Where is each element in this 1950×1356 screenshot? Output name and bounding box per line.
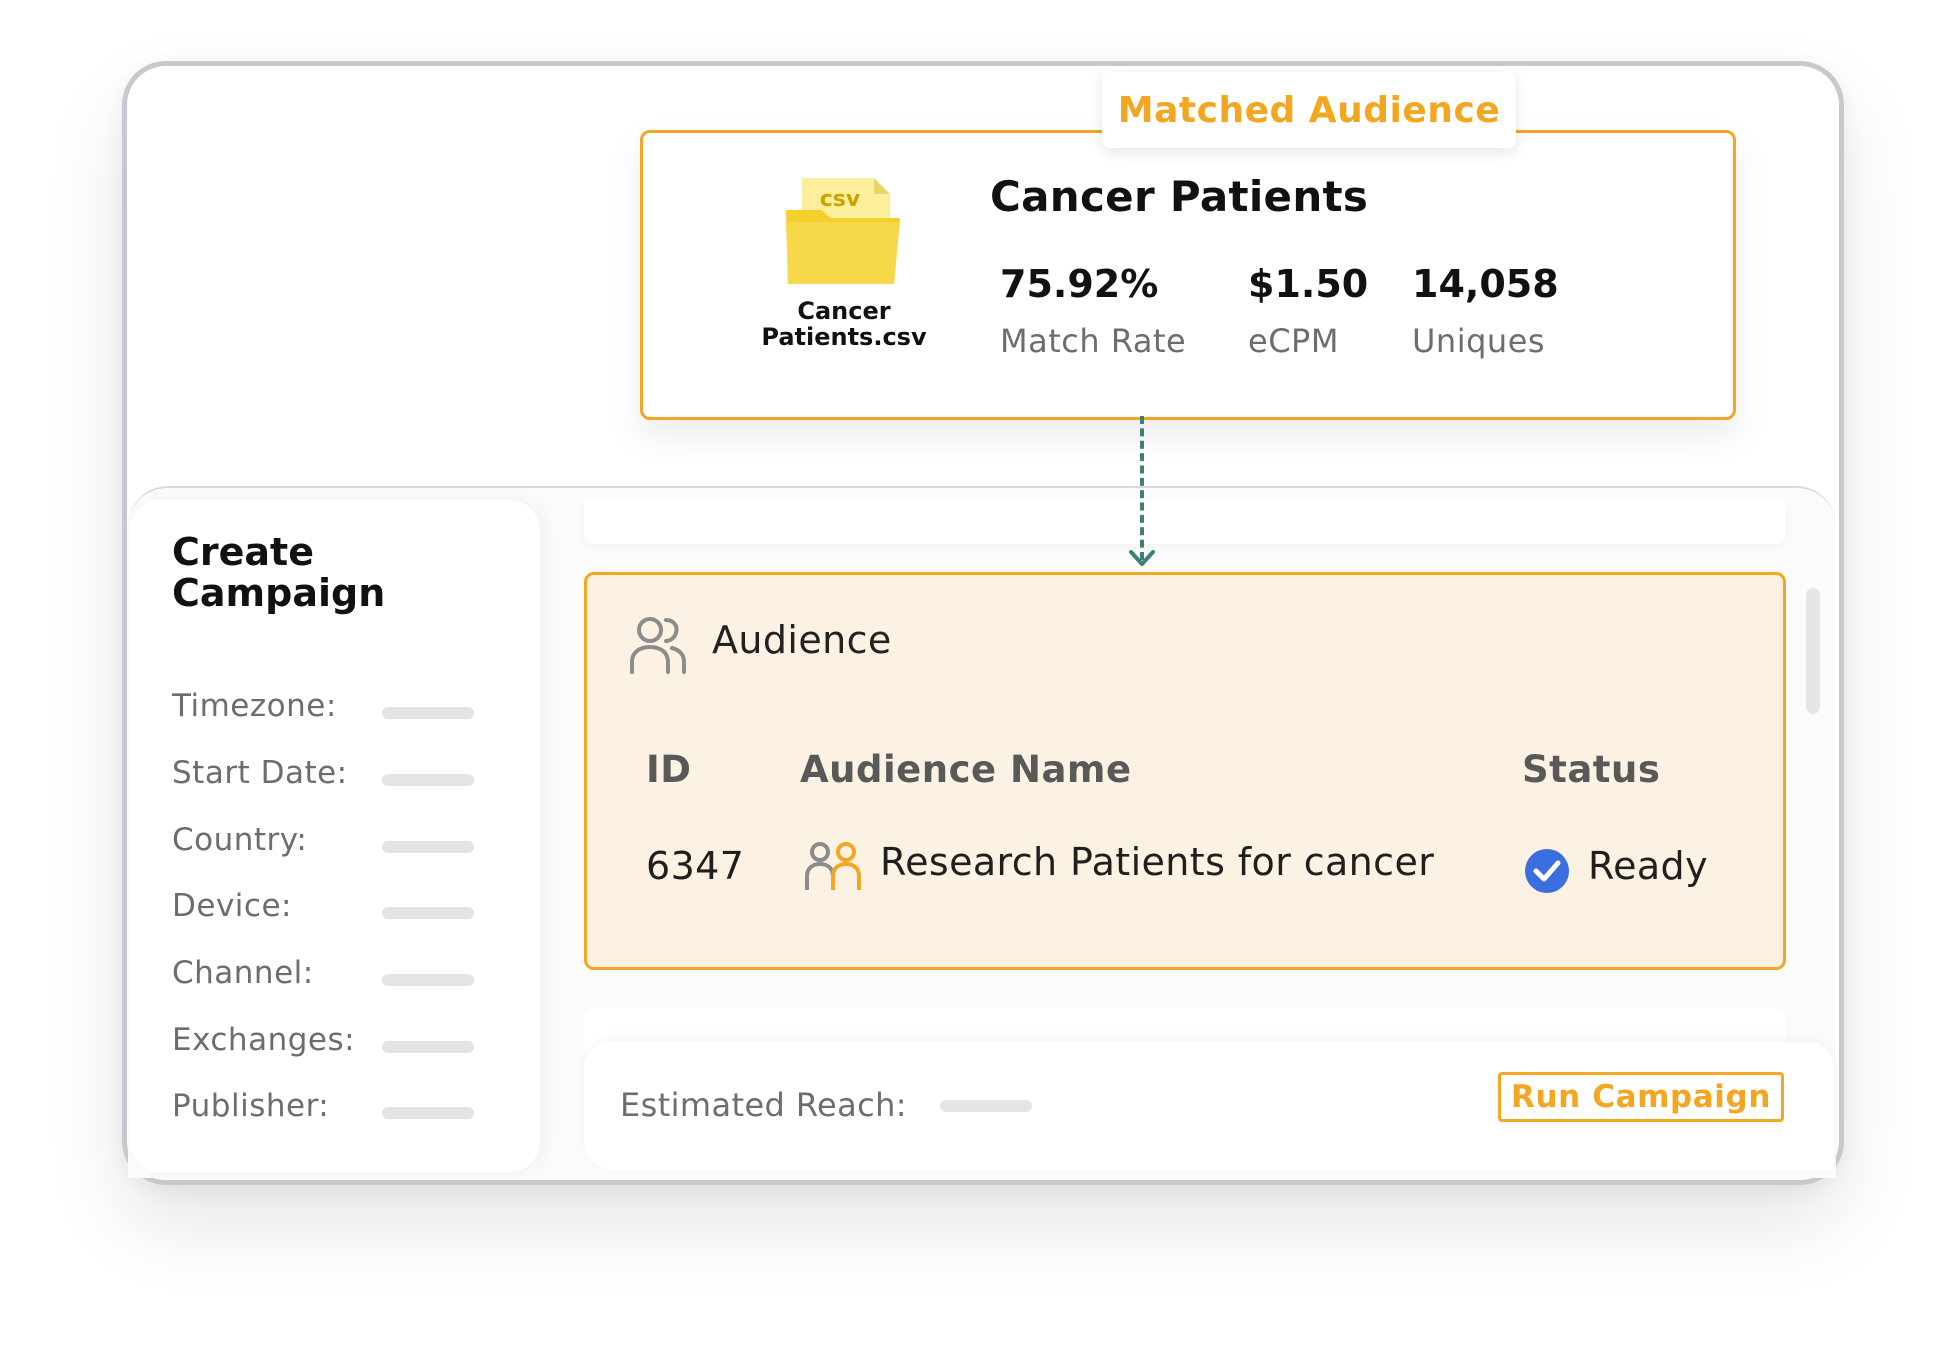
field-device[interactable]: Device: — [172, 888, 492, 928]
field-label-country: Country: — [172, 822, 308, 858]
collapsed-section-top — [584, 500, 1786, 544]
status-ready-cell: Ready — [1588, 844, 1708, 888]
scrollbar[interactable] — [1806, 588, 1820, 714]
field-timezone[interactable]: Timezone: — [172, 688, 492, 728]
csv-file-name: Cancer Patients.csv — [742, 298, 946, 350]
people-icon — [804, 840, 862, 892]
field-label-timezone: Timezone: — [172, 688, 337, 724]
csv-folder-icon: csv — [782, 170, 906, 288]
ecpm-label: eCPM — [1248, 322, 1339, 360]
field-label-device: Device: — [172, 888, 292, 924]
create-campaign-title: Create Campaign — [172, 532, 472, 614]
field-value-placeholder[interactable] — [382, 1107, 474, 1119]
csv-badge-text: csv — [820, 187, 861, 212]
estimated-reach-label: Estimated Reach: — [620, 1086, 907, 1124]
create-campaign-title-line1: Create — [172, 530, 314, 574]
audience-id-cell: 6347 — [646, 844, 745, 888]
field-value-placeholder[interactable] — [382, 1041, 474, 1053]
field-value-placeholder[interactable] — [382, 974, 474, 986]
audience-title: Cancer Patients — [990, 172, 1369, 221]
field-label-start-date: Start Date: — [172, 755, 348, 791]
field-channel[interactable]: Channel: — [172, 955, 492, 995]
field-value-placeholder[interactable] — [382, 707, 474, 719]
csv-file-name-line1: Cancer — [797, 297, 891, 325]
connector-line — [1140, 416, 1144, 560]
matched-audience-tab[interactable]: Matched Audience — [1102, 72, 1516, 148]
column-header-id[interactable]: ID — [646, 748, 692, 791]
field-value-placeholder[interactable] — [382, 841, 474, 853]
run-campaign-button[interactable]: Run Campaign — [1498, 1072, 1784, 1122]
field-label-exchanges: Exchanges: — [172, 1022, 356, 1058]
audience-name-cell: Research Patients for cancer — [880, 840, 1435, 884]
audience-section — [584, 572, 1786, 970]
match-rate-value: 75.92% — [1000, 262, 1159, 306]
column-header-audience-name[interactable]: Audience Name — [800, 748, 1132, 791]
create-campaign-title-line2: Campaign — [172, 571, 386, 615]
field-value-placeholder[interactable] — [382, 774, 474, 786]
ecpm-value: $1.50 — [1248, 262, 1369, 306]
estimated-reach-placeholder — [940, 1100, 1032, 1112]
column-header-status[interactable]: Status — [1522, 748, 1661, 791]
field-country[interactable]: Country: — [172, 822, 492, 862]
field-label-channel: Channel: — [172, 955, 314, 991]
csv-file-name-line2: Patients.csv — [761, 323, 927, 351]
uniques-label: Uniques — [1412, 322, 1546, 360]
field-start-date[interactable]: Start Date: — [172, 755, 492, 795]
match-rate-label: Match Rate — [1000, 322, 1187, 360]
audience-heading: Audience — [712, 618, 892, 662]
field-publisher[interactable]: Publisher: — [172, 1088, 492, 1128]
users-icon — [628, 614, 688, 676]
campaign-sidebar — [130, 500, 540, 1172]
field-value-placeholder[interactable] — [382, 907, 474, 919]
field-exchanges[interactable]: Exchanges: — [172, 1022, 492, 1062]
uniques-value: 14,058 — [1412, 262, 1559, 306]
arrow-down-icon — [1128, 548, 1156, 570]
check-circle-icon — [1524, 848, 1570, 894]
field-label-publisher: Publisher: — [172, 1088, 330, 1124]
